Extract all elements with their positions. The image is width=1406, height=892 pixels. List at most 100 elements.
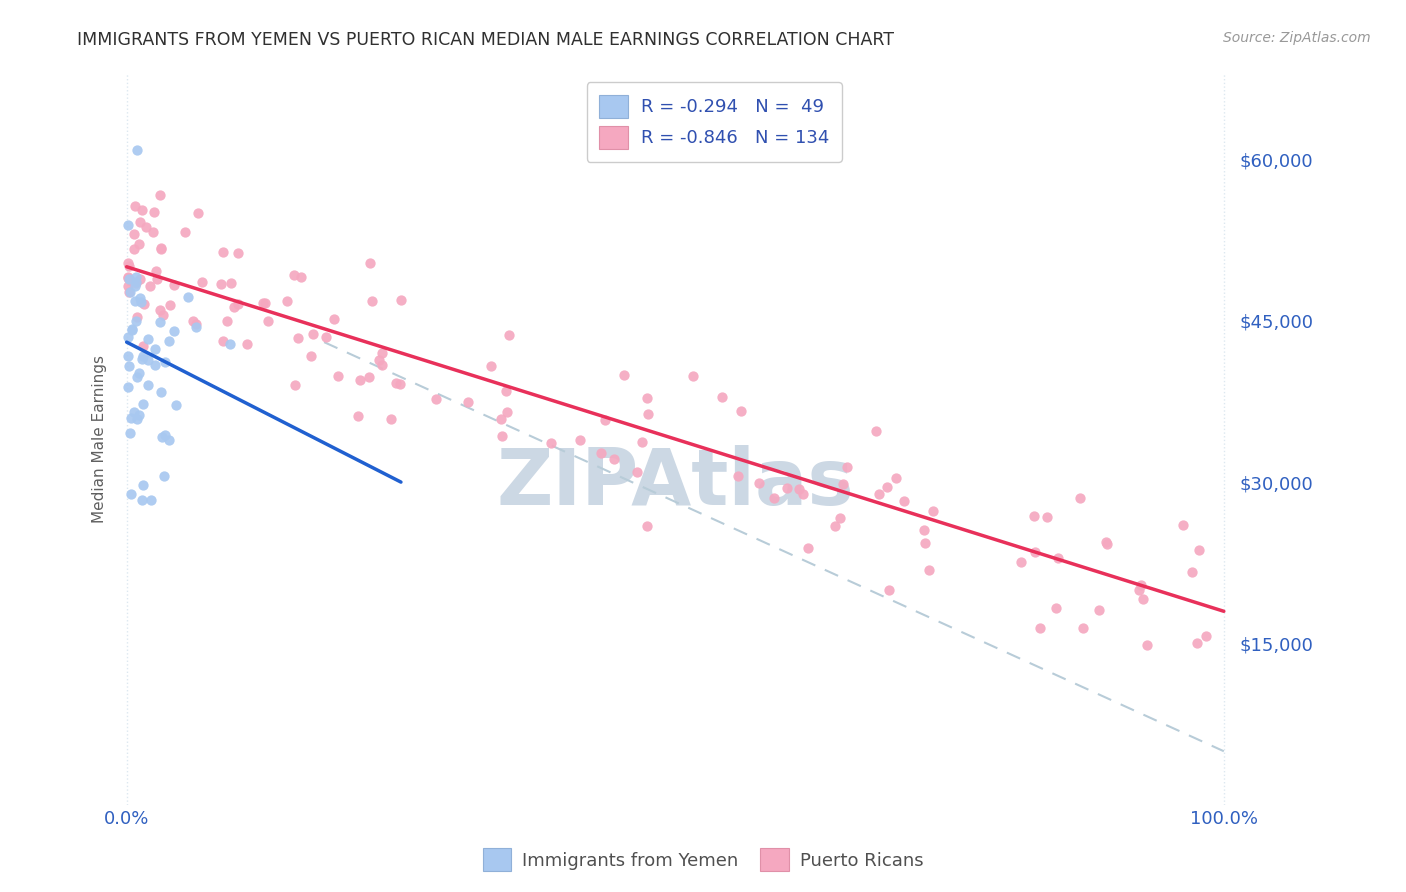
Point	[125, 276, 148, 290]
Point	[1029, 621, 1052, 635]
Point	[132, 477, 155, 491]
Point	[150, 241, 173, 255]
Point	[1024, 544, 1046, 558]
Point	[124, 199, 146, 213]
Point	[1088, 602, 1111, 616]
Point	[613, 368, 636, 383]
Point	[357, 369, 380, 384]
Point	[163, 278, 186, 293]
Point	[127, 144, 149, 158]
Point	[152, 429, 174, 443]
Point	[117, 380, 139, 394]
Point	[163, 324, 186, 338]
Point	[495, 405, 517, 419]
Point	[626, 466, 648, 480]
Point	[145, 264, 167, 278]
Point	[120, 410, 142, 425]
Point	[131, 352, 153, 367]
Point	[131, 349, 153, 363]
Point	[762, 491, 785, 505]
Point	[186, 318, 208, 332]
Point	[893, 494, 915, 508]
Point	[124, 293, 146, 308]
Point	[132, 397, 155, 411]
Point	[173, 225, 195, 239]
Point	[385, 376, 408, 391]
Point	[824, 519, 846, 533]
Point	[150, 242, 173, 256]
Point	[219, 276, 242, 290]
Point	[177, 290, 200, 304]
Point	[134, 297, 156, 311]
Point	[389, 293, 412, 307]
Point	[222, 301, 245, 315]
Point	[349, 373, 371, 387]
Point	[117, 270, 139, 285]
Point	[118, 271, 141, 285]
Point	[831, 477, 853, 491]
Point	[711, 390, 734, 404]
Point	[830, 511, 852, 525]
Point	[589, 446, 612, 460]
Point	[226, 297, 249, 311]
Point	[479, 359, 502, 373]
Point	[1045, 600, 1067, 615]
Point	[637, 407, 659, 421]
Point	[1128, 582, 1150, 597]
Point	[1071, 621, 1094, 635]
Point	[603, 452, 626, 467]
Point	[727, 469, 749, 483]
Point	[299, 349, 322, 363]
Point	[128, 214, 150, 228]
Point	[129, 294, 152, 309]
Point	[118, 285, 141, 299]
Point	[290, 269, 312, 284]
Point	[219, 337, 242, 351]
Point	[149, 188, 172, 202]
Point	[212, 334, 235, 349]
Point	[149, 315, 172, 329]
Point	[117, 269, 139, 284]
Point	[918, 563, 941, 577]
Point	[1132, 591, 1154, 606]
Point	[914, 536, 936, 550]
Point	[912, 523, 935, 537]
Point	[139, 492, 162, 507]
Point	[122, 227, 145, 242]
Point	[150, 385, 173, 400]
Point	[136, 378, 159, 392]
Point	[159, 298, 181, 312]
Point	[118, 260, 141, 274]
Point	[157, 433, 180, 447]
Point	[118, 285, 141, 299]
Point	[1010, 555, 1032, 569]
Point	[124, 242, 146, 256]
Y-axis label: Median Male Earnings: Median Male Earnings	[93, 355, 107, 523]
Point	[360, 294, 382, 309]
Point	[121, 322, 143, 336]
Point	[877, 583, 900, 598]
Point	[865, 424, 887, 438]
Point	[730, 404, 752, 418]
Point	[1022, 509, 1045, 524]
Text: IMMIGRANTS FROM YEMEN VS PUERTO RICAN MEDIAN MALE EARNINGS CORRELATION CHART: IMMIGRANTS FROM YEMEN VS PUERTO RICAN ME…	[77, 31, 894, 49]
Point	[359, 256, 381, 270]
Point	[748, 475, 770, 490]
Point	[128, 236, 150, 251]
Point	[143, 359, 166, 373]
Point	[1069, 491, 1091, 505]
Point	[370, 358, 392, 372]
Point	[212, 245, 235, 260]
Point	[540, 436, 562, 450]
Point	[1194, 629, 1216, 643]
Point	[367, 352, 389, 367]
Point	[153, 428, 176, 442]
Point	[593, 413, 616, 427]
Point	[120, 274, 142, 288]
Point	[1036, 510, 1059, 524]
Point	[302, 327, 325, 342]
Point	[146, 272, 169, 286]
Point	[217, 314, 239, 328]
Point	[187, 205, 209, 219]
Point	[117, 218, 139, 232]
